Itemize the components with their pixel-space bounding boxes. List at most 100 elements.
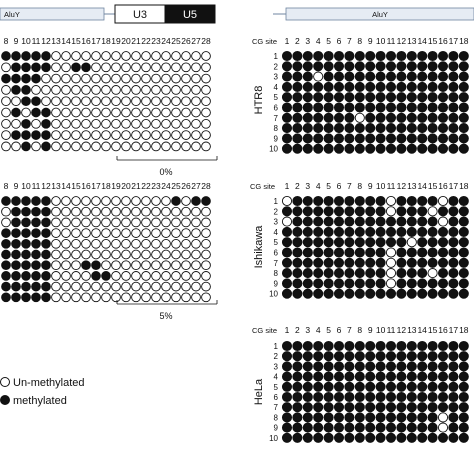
unmethylated-cpg-circle [101,228,111,238]
methylated-cpg-circle [302,402,313,413]
methylated-cpg-circle [281,92,293,103]
methylated-cpg-circle [292,50,303,62]
unmethylated-cpg-circle [111,196,121,206]
unmethylated-cpg-circle [101,281,111,292]
unmethylated-cpg-circle [151,228,161,238]
clone-number: 2 [274,207,279,216]
unmethylated-cpg-circle [141,73,151,84]
unmethylated-cpg-circle [141,141,151,152]
methylated-cpg-circle [375,432,386,443]
cg-site-number: 15 [71,36,81,46]
cg-site-number: 8 [357,36,362,46]
unmethylated-cpg-circle [161,217,171,228]
unmethylated-cpg-circle [385,278,397,289]
methylated-cpg-circle [417,71,428,82]
methylated-cpg-circle [417,351,428,362]
unmethylated-cpg-circle [281,216,293,227]
methylated-cpg-circle [302,268,313,279]
methylated-cpg-circle [385,71,397,82]
methylated-cpg-circle [448,133,459,144]
cg-site-title: CG site [252,37,277,46]
methylated-cpg-circle [333,61,345,72]
unmethylated-cpg-circle [121,107,131,118]
unmethylated-cpg-circle [121,260,131,271]
unmethylated-cpg-circle [81,96,91,107]
methylated-cpg-circle [21,196,31,206]
methylated-cpg-circle [21,62,31,73]
methylated-cpg-circle [281,247,293,258]
methylated-cpg-circle [313,61,324,72]
methylated-cpg-circle [333,102,345,113]
unmethylated-cpg-circle [437,195,449,207]
methylated-cpg-circle [302,432,313,443]
unmethylated-cpg-circle [51,130,61,140]
methylated-cpg-circle [323,61,334,72]
methylated-cpg-circle [302,371,313,382]
cg-site-title: CG site [252,326,277,335]
methylated-cpg-circle [354,278,365,289]
unmethylated-cpg-circle [111,51,121,61]
methylated-cpg-circle [427,340,438,352]
methylated-cpg-circle [365,402,376,413]
unmethylated-cpg-circle [141,238,151,249]
unmethylated-cpg-circle [81,130,91,140]
methylated-cpg-circle [448,206,459,217]
methylated-cpg-circle [458,133,469,144]
methylated-cpg-circle [11,292,21,303]
unmethylated-cpg-circle [181,260,191,271]
methylated-cpg-circle [281,402,293,413]
methylated-cpg-circle [375,268,386,279]
methylated-cpg-circle [396,112,407,123]
unmethylated-cpg-circle [201,73,211,84]
unmethylated-cpg-circle [51,249,61,260]
methylated-cpg-circle [302,361,313,372]
unmethylated-cpg-circle [71,107,81,118]
methylated-cpg-circle [458,381,469,392]
unmethylated-cpg-circle [71,292,81,303]
methylated-cpg-circle [323,50,334,62]
methylated-cpg-circle [354,340,365,352]
unmethylated-cpg-circle [71,228,81,238]
unmethylated-cpg-circle [141,196,151,206]
methylated-cpg-circle [333,71,345,82]
methylated-cpg-circle [313,268,324,279]
methylated-cpg-circle [201,196,211,206]
unmethylated-cpg-circle [61,217,71,228]
methylated-cpg-circle [323,143,334,154]
methylated-cpg-circle [323,81,334,92]
unmethylated-cpg-circle [181,107,191,118]
unmethylated-cpg-circle [151,196,161,206]
unmethylated-cpg-circle [201,271,211,281]
methylated-cpg-circle [365,237,376,248]
unmethylated-cpg-circle [201,249,211,260]
unmethylated-cpg-circle [201,217,211,228]
methylated-cpg-circle [281,278,293,289]
cg-site-number: 28 [201,181,211,191]
unmethylated-cpg-circle [181,281,191,292]
methylated-cpg-circle [292,71,303,82]
methylated-cpg-circle [81,62,91,73]
methylated-cpg-circle [396,237,407,248]
methylated-cpg-circle [333,432,345,443]
unmethylated-cpg-circle [181,118,191,129]
unmethylated-cpg-circle [171,260,181,271]
methylated-cpg-circle [292,195,303,207]
unmethylated-cpg-circle [1,62,11,73]
left-genomic-map: AluY U3 U5 [0,4,216,24]
unmethylated-cpg-circle [171,238,181,249]
methylated-cpg-circle [365,257,376,268]
methylated-cpg-circle [41,62,51,73]
unmethylated-cpg-circle [171,96,181,107]
methylated-cpg-circle [344,226,355,237]
cg-site-number: 10 [376,325,386,335]
methylated-cpg-circle [333,206,345,217]
unmethylated-cpg-circle [1,96,11,107]
unmethylated-cpg-circle [51,85,61,95]
methylated-cpg-circle [281,123,293,134]
methylated-cpg-circle [406,247,417,258]
methylated-cpg-circle [292,278,303,289]
unmethylated-cpg-circle [131,130,141,140]
methylated-cpg-circle [375,257,386,268]
methylated-cpg-circle [365,432,376,443]
methylated-cpg-circle [406,226,417,237]
